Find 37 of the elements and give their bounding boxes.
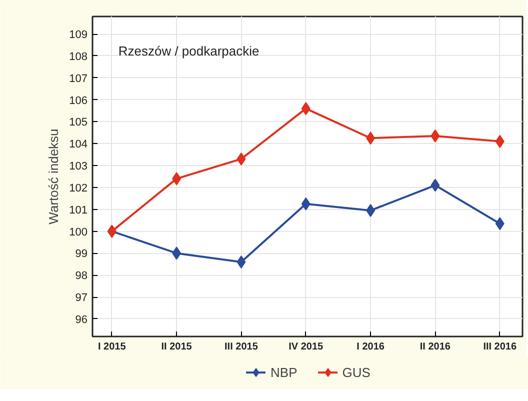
legend-label: GUS [342,364,370,380]
point [301,102,310,116]
point [172,172,182,186]
y-tick-label: 102 [69,182,88,194]
point [430,129,440,142]
y-axis-title: Wartość indeksu [46,128,62,224]
point [430,178,440,192]
y-tick-label: 101 [69,204,88,216]
point [236,152,246,166]
point [495,134,504,148]
point [366,204,376,217]
legend-label: NBP [270,364,298,380]
point [172,246,182,260]
point [236,255,246,268]
y-tick-label: 97 [75,292,88,304]
y-tick-label: 106 [69,94,88,107]
y-tick-label: 105 [69,116,88,129]
x-tick-label: IV 2015 [288,342,324,352]
point [366,132,376,145]
x-tick-label: II 2016 [420,342,451,352]
y-tick-label: 103 [69,160,88,173]
y-tick-label: 98 [75,270,88,282]
y-tick-label: 108 [69,50,88,63]
x-tick-label: II 2015 [161,342,192,352]
y-tick-label: 107 [69,72,88,85]
y-tick-label: 99 [75,248,88,260]
y-tick-label: 96 [75,314,88,326]
point [495,217,504,230]
annotation: Rzeszów / podkarpackie [118,44,260,58]
x-tick-label: I 2015 [98,342,126,352]
x-tick-label: III 2015 [224,342,258,352]
x-tick-label: I 2016 [356,342,385,352]
y-tick-label: 100 [69,226,88,238]
y-tick-label: 104 [69,138,88,151]
x-tick-label: III 2016 [483,342,517,352]
point [301,197,310,210]
y-tick-label: 109 [69,29,88,42]
